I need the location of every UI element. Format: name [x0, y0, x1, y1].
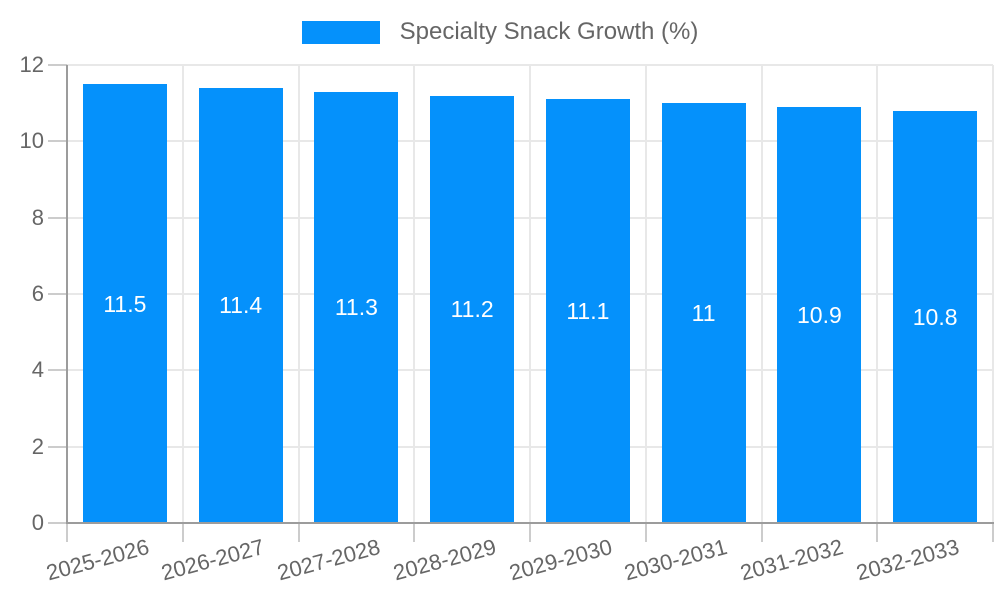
y-tick [48, 293, 67, 295]
bar-value-label: 11.1 [566, 298, 610, 325]
y-axis-label: 0 [31, 510, 44, 535]
legend-swatch [301, 20, 380, 44]
x-tick [992, 523, 994, 542]
bar-value-label: 10.9 [796, 301, 842, 328]
x-tick [644, 523, 647, 542]
bar-value-label: 11.3 [334, 294, 378, 321]
x-gridline [992, 65, 994, 523]
y-axis-label: 10 [19, 128, 44, 154]
bar-value-label: 10.8 [912, 303, 958, 330]
bar[interactable] [82, 84, 167, 523]
bar[interactable] [430, 95, 515, 523]
x-tick [876, 523, 879, 542]
x-tick [181, 523, 184, 542]
x-tick [413, 523, 416, 542]
x-gridline [181, 65, 184, 523]
x-axis-label: 2029-2030 [506, 534, 615, 586]
bar[interactable] [777, 106, 862, 523]
bar-value-label: 11.4 [219, 292, 263, 319]
x-gridline [529, 65, 531, 523]
x-axis-label: 2028-2029 [390, 534, 499, 586]
y-axis-label: 8 [31, 204, 44, 230]
y-tick [48, 216, 67, 219]
y-axis-label: 2 [31, 433, 44, 459]
bar[interactable] [545, 99, 630, 523]
x-axis-label: 2030-2031 [621, 534, 731, 586]
bar[interactable] [893, 110, 978, 523]
x-tick [760, 523, 763, 542]
y-tick [48, 140, 67, 143]
y-axis-label: 6 [31, 281, 44, 306]
x-axis-label: 2026-2027 [158, 534, 268, 586]
legend[interactable]: Specialty Snack Growth (%) [0, 20, 1000, 44]
y-axis-label: 12 [19, 52, 44, 77]
bar-value-label: 11 [691, 300, 716, 327]
y-tick [48, 369, 67, 372]
x-gridline [413, 65, 416, 523]
legend-label: Specialty Snack Growth (%) [399, 18, 699, 45]
x-gridline [760, 65, 763, 523]
bar-value-label: 11.2 [450, 296, 494, 323]
x-gridline [297, 65, 300, 523]
x-tick [66, 523, 68, 542]
bar[interactable] [661, 103, 746, 523]
x-axis-label: 2031-2032 [737, 534, 846, 586]
x-gridline [644, 65, 647, 523]
x-axis-label: 2032-2033 [853, 534, 962, 586]
y-tick [48, 445, 67, 448]
x-axis-label: 2027-2028 [274, 534, 383, 586]
y-axis-label: 4 [31, 357, 44, 383]
bar-value-label: 11.5 [103, 290, 147, 317]
x-tick [297, 523, 300, 542]
y-axis-line [66, 65, 68, 523]
x-gridline [876, 65, 879, 523]
bar[interactable] [198, 87, 283, 523]
y-tick [48, 64, 67, 66]
x-axis-line [66, 522, 994, 524]
y-tick [48, 522, 67, 524]
x-axis-label: 2025-2026 [43, 534, 152, 586]
x-tick [529, 523, 531, 542]
bar[interactable] [314, 91, 399, 523]
